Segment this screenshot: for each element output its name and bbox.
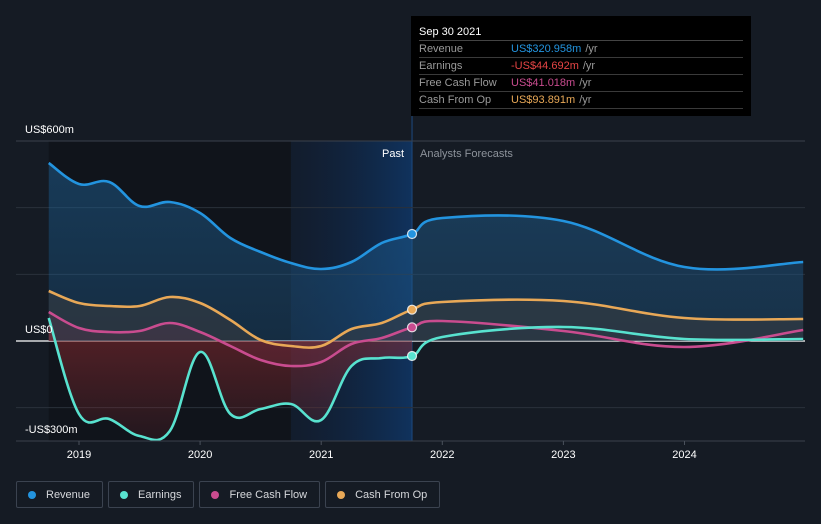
x-tick-label: 2021 <box>309 449 333 461</box>
tooltip-label: Earnings <box>419 60 463 72</box>
x-tick-label: 2024 <box>672 449 696 461</box>
x-tick-label: 2019 <box>67 449 91 461</box>
tooltip-label: Cash From Op <box>419 94 492 106</box>
legend-dot-icon <box>120 490 129 499</box>
legend-item-cash-from-op[interactable]: Cash From Op <box>325 481 441 508</box>
chart: 2019 2020 2021 2022 2023 2024 US$600m US$0 -US$3… <box>16 16 805 461</box>
tooltip-value: -US$44.692m <box>511 60 579 72</box>
earnings-negative-area <box>48 318 413 441</box>
legend-dot-icon <box>337 490 346 499</box>
cash-from-op-area <box>48 291 804 348</box>
past-label: Past <box>382 148 404 160</box>
tooltip-row-free-cash-flow: Free Cash Flow US$41.018m /yr <box>419 75 743 92</box>
revenue-line <box>47 161 804 271</box>
free-cash-flow-line <box>48 310 804 368</box>
cash-from-op-line <box>48 289 804 349</box>
legend-label: Free Cash Flow <box>229 488 308 501</box>
hover-markers <box>406 228 418 362</box>
tooltip-row-earnings: Earnings -US$44.692m /yr <box>419 58 743 75</box>
tooltip-unit: /yr <box>579 77 592 89</box>
tooltip: Sep 30 2021 Revenue US$320.958m /yr Earn… <box>411 16 751 116</box>
tooltip-label: Revenue <box>419 43 464 55</box>
tooltip-value: US$93.891m <box>511 94 576 106</box>
tooltip-label: Free Cash Flow <box>419 77 497 89</box>
legend-item-revenue[interactable]: Revenue <box>16 481 104 508</box>
earnings-line <box>47 317 804 442</box>
series-lines <box>47 161 804 442</box>
legend-dot-icon <box>28 490 36 499</box>
tooltip-row-cash-from-op: Cash From Op US$93.891m /yr <box>419 92 743 109</box>
free-cash-flow-marker <box>406 322 418 333</box>
legend-item-earnings[interactable]: Earnings <box>108 481 195 508</box>
x-tick-label: 2023 <box>551 449 575 461</box>
legend-item-free-cash-flow[interactable]: Free Cash Flow <box>199 481 321 508</box>
x-tick-label: 2020 <box>188 449 212 461</box>
axes: 2019 2020 2021 2022 2023 2024 US$600m US$0 -US$3… <box>16 124 805 461</box>
x-tick-label: 2022 <box>430 449 454 461</box>
y-tick-label: US$0 <box>25 324 53 336</box>
forecast-label: Analysts Forecasts <box>420 148 513 160</box>
tooltip-value: US$320.958m <box>511 43 582 55</box>
legend: Revenue Earnings Free Cash Flow Cash Fro… <box>16 481 441 508</box>
y-tick-label: -US$300m <box>25 424 78 436</box>
tooltip-row-revenue: Revenue US$320.958m /yr <box>419 41 743 58</box>
series-areas <box>48 163 804 441</box>
tooltip-unit: /yr <box>579 94 592 106</box>
tooltip-date: Sep 30 2021 <box>419 24 743 41</box>
legend-label: Cash From Op <box>355 488 428 501</box>
legend-dot-icon <box>211 490 220 499</box>
earnings-marker <box>406 350 418 362</box>
y-tick-label: US$600m <box>25 124 74 136</box>
legend-label: Earnings <box>138 488 182 501</box>
cash-from-op-marker <box>406 304 418 315</box>
tooltip-unit: /yr <box>582 60 596 72</box>
revenue-marker <box>406 228 418 240</box>
tooltip-unit: /yr <box>585 43 598 55</box>
revenue-area <box>48 163 804 341</box>
tooltip-value: US$41.018m <box>511 77 576 89</box>
fcf-area <box>48 312 413 367</box>
legend-label: Revenue <box>46 488 91 501</box>
